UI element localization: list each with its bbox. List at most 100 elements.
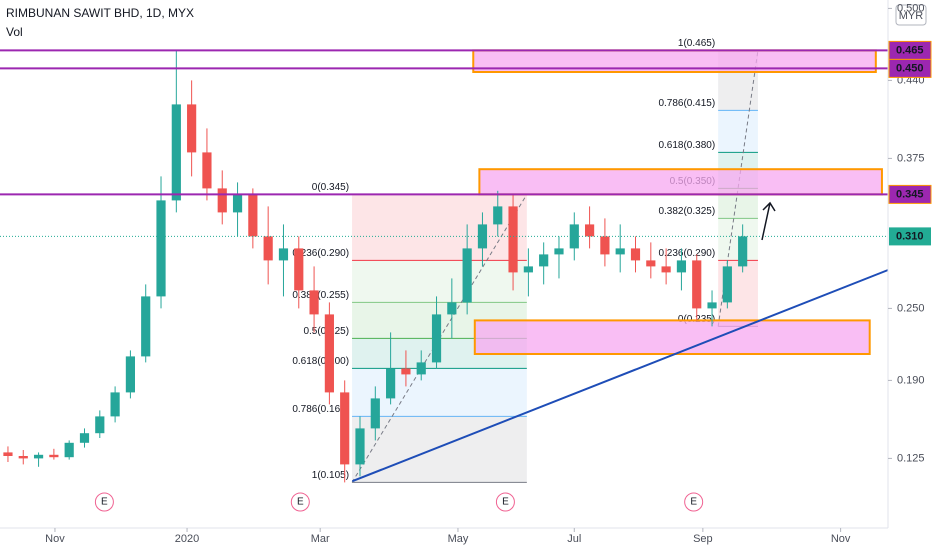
candle-body bbox=[600, 236, 610, 255]
fib-band bbox=[352, 368, 527, 417]
fib-label: 0.382(0.255) bbox=[292, 290, 349, 301]
fib-band bbox=[352, 260, 527, 303]
candle-body bbox=[171, 104, 181, 201]
x-tick-label: Nov bbox=[45, 533, 65, 545]
fib-label: 1(0.105) bbox=[312, 470, 349, 481]
x-tick-label: Mar bbox=[311, 533, 330, 545]
candle-body bbox=[202, 152, 212, 189]
fib-band bbox=[352, 416, 527, 483]
zone bbox=[473, 319, 871, 355]
candle-body bbox=[95, 416, 105, 434]
fib-band bbox=[352, 194, 527, 261]
event-label: E bbox=[101, 497, 108, 508]
candle-body bbox=[554, 248, 564, 255]
event-label: E bbox=[502, 497, 509, 508]
zone bbox=[478, 168, 883, 196]
candle-body bbox=[738, 236, 748, 267]
candle-body bbox=[18, 456, 28, 459]
candle-body bbox=[630, 248, 641, 261]
fib-band bbox=[718, 110, 758, 153]
candle-body bbox=[523, 266, 533, 273]
candle-body bbox=[646, 260, 656, 267]
event-label: E bbox=[297, 497, 304, 508]
candle-body bbox=[676, 260, 687, 273]
arrow bbox=[761, 201, 776, 241]
price-label: 0.345 bbox=[896, 188, 924, 200]
fib-label: 0.786(0.160) bbox=[292, 404, 349, 415]
price-label-box bbox=[889, 227, 931, 246]
candle-body bbox=[431, 314, 442, 363]
candle-body bbox=[722, 266, 732, 303]
trendline bbox=[351, 269, 889, 483]
event-marker bbox=[94, 492, 114, 512]
y-tick-label: 0.375 bbox=[897, 152, 925, 164]
event-marker bbox=[684, 492, 704, 512]
x-tick-label: 2020 bbox=[175, 533, 199, 545]
candle-body bbox=[125, 356, 135, 393]
candle-body bbox=[217, 188, 227, 213]
candle-body bbox=[309, 290, 319, 315]
fib-label: 0.786(0.415) bbox=[658, 98, 715, 109]
candle-body bbox=[585, 224, 595, 237]
candle-body bbox=[401, 368, 411, 375]
candle-body bbox=[707, 302, 717, 309]
candle-body bbox=[661, 266, 671, 273]
candle-body bbox=[324, 314, 334, 393]
candle-body bbox=[447, 302, 457, 315]
fib-trend bbox=[717, 50, 759, 327]
candle-body bbox=[355, 428, 365, 465]
currency-label: MYR bbox=[899, 10, 924, 22]
y-tick-label: 0.500 bbox=[897, 2, 925, 14]
candle-body bbox=[477, 224, 488, 249]
candle-body bbox=[462, 248, 472, 303]
event-marker bbox=[495, 492, 515, 512]
candle-body bbox=[263, 236, 273, 261]
price-label-box bbox=[888, 184, 932, 204]
candle-body bbox=[493, 206, 503, 225]
currency-button[interactable] bbox=[895, 4, 927, 26]
y-tick-label: 0.190 bbox=[897, 374, 925, 386]
fib-label: 1(0.465) bbox=[678, 38, 715, 49]
candle-body bbox=[370, 398, 380, 429]
candle-body bbox=[416, 362, 426, 375]
candle-body bbox=[187, 104, 197, 153]
x-tick-label: May bbox=[448, 533, 469, 545]
candle-body bbox=[79, 433, 90, 443]
candle-body bbox=[110, 392, 120, 417]
candle-body bbox=[141, 296, 151, 357]
fib-label: 0.236(0.290) bbox=[658, 248, 715, 259]
event-label: E bbox=[690, 497, 697, 508]
candle-body bbox=[49, 454, 59, 458]
price-label-box bbox=[888, 58, 932, 78]
candle-body bbox=[156, 200, 166, 297]
candle-body bbox=[569, 224, 579, 249]
x-tick-label: Sep bbox=[693, 533, 713, 545]
fib-label: 0.382(0.325) bbox=[658, 206, 715, 217]
chart-title: RIMBUNAN SAWIT BHD, 1D, MYX bbox=[6, 6, 194, 20]
y-tick-label: 0.125 bbox=[897, 452, 925, 464]
candle-body bbox=[64, 442, 74, 458]
candle-body bbox=[294, 248, 304, 291]
fib-label: 0.618(0.200) bbox=[292, 356, 349, 367]
candle-body bbox=[386, 368, 396, 399]
candle-body bbox=[539, 254, 549, 267]
y-tick-label: 0.250 bbox=[897, 302, 925, 314]
candle-body bbox=[232, 194, 243, 213]
candle-body bbox=[340, 392, 350, 465]
plot: 0(0.345)0.236(0.290)0.382(0.255)0.5(0.22… bbox=[0, 38, 889, 512]
fib-label: 0.236(0.290) bbox=[292, 248, 349, 259]
candle-body bbox=[248, 194, 258, 237]
candle-body bbox=[615, 248, 625, 255]
fib-label: 0.618(0.380) bbox=[658, 140, 715, 151]
candle-body bbox=[278, 248, 289, 261]
x-tick-label: Nov bbox=[831, 533, 851, 545]
candle-body bbox=[508, 206, 518, 273]
x-tick-label: Jul bbox=[567, 533, 581, 545]
candle-body bbox=[3, 452, 13, 456]
fib-label: 0(0.345) bbox=[312, 182, 349, 193]
indicator-label: Vol bbox=[6, 25, 23, 39]
price-label: 0.310 bbox=[896, 230, 924, 242]
event-marker bbox=[290, 492, 310, 512]
candle-body bbox=[33, 454, 44, 459]
